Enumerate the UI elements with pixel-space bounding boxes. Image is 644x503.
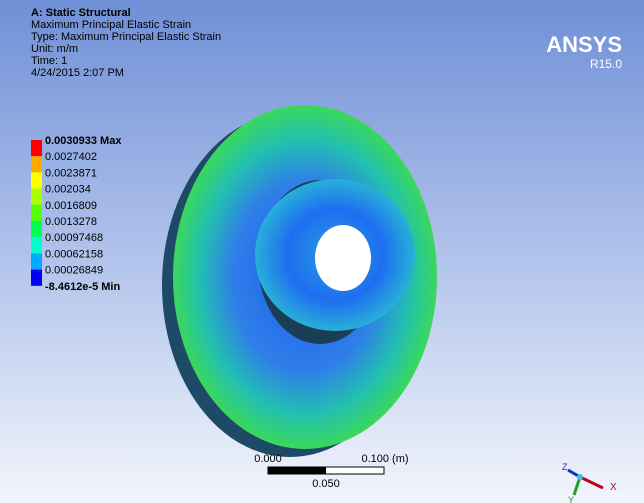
legend-label: 0.00097468 [45, 232, 103, 244]
header-title: A: Static Structural [31, 7, 131, 19]
bore [315, 225, 371, 291]
header-line: Type: Maximum Principal Elastic Strain [31, 31, 221, 43]
triad-origin [577, 474, 583, 480]
logo-version: R15.0 [590, 57, 622, 71]
triad-z: Z [562, 462, 568, 472]
legend-swatch [31, 253, 42, 269]
legend-swatch [31, 221, 42, 237]
header-line: 4/24/2015 2:07 PM [31, 67, 124, 79]
header-line: Maximum Principal Elastic Strain [31, 19, 191, 31]
triad-y: Y [568, 495, 574, 503]
triad-x: X [610, 482, 617, 493]
legend-label: 0.0016809 [45, 200, 97, 212]
triad-x-axis [580, 477, 603, 488]
legend-swatch [31, 270, 42, 286]
legend-swatch [31, 189, 42, 205]
legend-swatch [31, 237, 42, 253]
legend-label: 0.0027402 [45, 151, 97, 163]
legend-label: -8.4612e-5 Min [45, 281, 120, 293]
scale-bar-fill [268, 467, 326, 474]
scale-middle: 0.050 [312, 478, 340, 490]
header-line: Unit: m/m [31, 43, 78, 55]
scale-left: 0.000 [254, 453, 282, 465]
legend-swatch [31, 172, 42, 188]
scene: A: Static Structural Maximum Principal E… [0, 0, 644, 503]
header-line: Time: 1 [31, 55, 67, 67]
legend-label: 0.0023871 [45, 167, 97, 179]
legend-swatch [31, 156, 42, 172]
viewport: A: Static Structural Maximum Principal E… [0, 0, 644, 503]
scale-right: 0.100 (m) [361, 453, 408, 465]
logo-name: ANSYS [546, 32, 622, 57]
legend-label: 0.00026849 [45, 265, 103, 277]
legend-swatch [31, 140, 42, 156]
legend: 0.0030933 Max 0.0027402 0.0023871 0.002034 0… [31, 135, 122, 293]
legend-label: 0.002034 [45, 184, 91, 196]
legend-label: 0.00062158 [45, 248, 103, 260]
legend-label: 0.0030933 Max [45, 135, 122, 147]
legend-label: 0.0013278 [45, 216, 97, 228]
legend-swatch [31, 205, 42, 221]
